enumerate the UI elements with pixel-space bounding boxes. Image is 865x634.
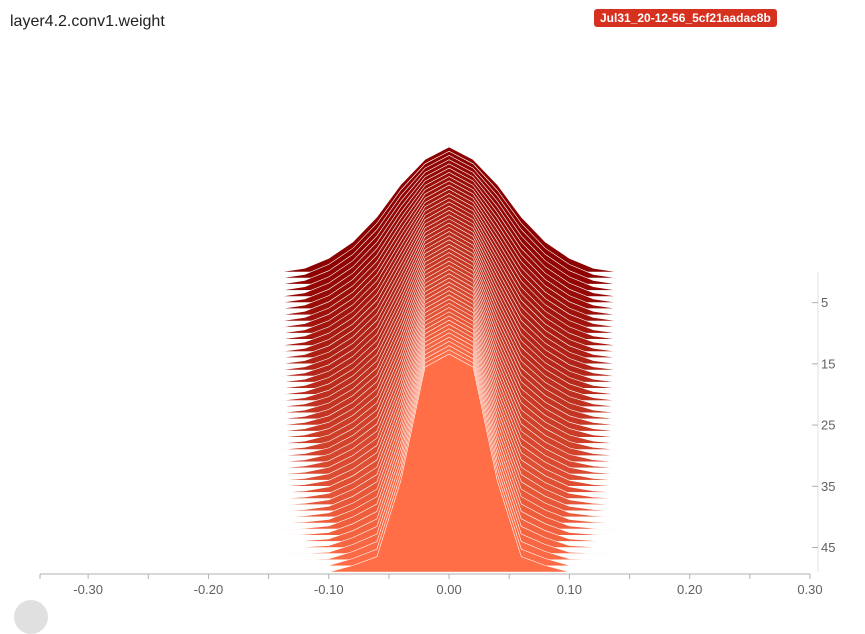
x-tick-label: -0.20 bbox=[194, 582, 224, 597]
x-tick-label: -0.10 bbox=[314, 582, 344, 597]
x-tick-label: 0.10 bbox=[557, 582, 582, 597]
histogram-slice-step-49[interactable] bbox=[40, 353, 810, 573]
step-tick-label: 15 bbox=[821, 356, 835, 371]
histogram-slices bbox=[40, 146, 810, 573]
x-axis: -0.30 -0.20 -0.10 0.00 0.10 0.20 0.30 bbox=[39, 573, 823, 597]
step-tick-label: 5 bbox=[821, 295, 828, 310]
step-axis: 5 15 25 35 45 bbox=[812, 272, 835, 572]
avatar[interactable] bbox=[14, 600, 48, 634]
x-tick-label: 0.00 bbox=[436, 582, 461, 597]
histogram-chart: -0.30 -0.20 -0.10 0.00 0.10 0.20 0.30 5 15 25 35 4… bbox=[39, 146, 835, 597]
x-tick-label: 0.30 bbox=[797, 582, 822, 597]
run-tag-badge[interactable]: Jul31_20-12-56_5cf21aadac8b bbox=[594, 9, 777, 27]
chart-title: layer4.2.conv1.weight bbox=[10, 13, 165, 30]
step-tick-label: 45 bbox=[821, 540, 835, 555]
x-tick-label: 0.20 bbox=[677, 582, 702, 597]
x-tick-label: -0.30 bbox=[73, 582, 103, 597]
step-tick-label: 35 bbox=[821, 479, 835, 494]
step-tick-label: 25 bbox=[821, 418, 835, 433]
